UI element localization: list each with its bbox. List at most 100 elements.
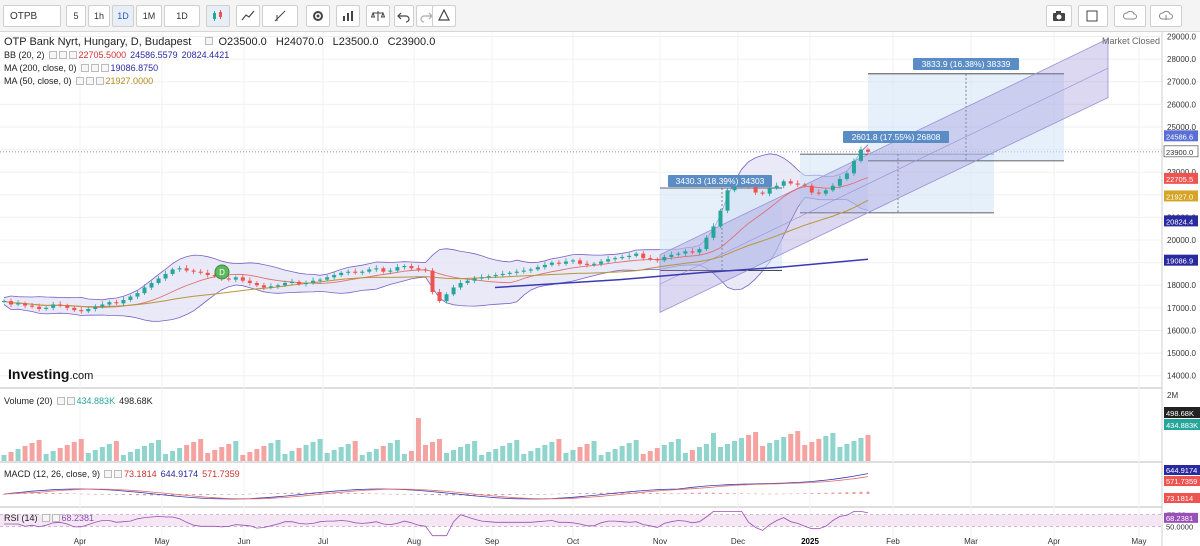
candle-body xyxy=(823,190,828,194)
volume-bar xyxy=(619,446,625,461)
alert-button[interactable] xyxy=(432,5,456,27)
volume-bar xyxy=(732,441,738,461)
macd-hist-value: 73.1814 xyxy=(124,469,157,479)
macd-histogram-bar xyxy=(44,492,48,494)
macd-histogram-bar xyxy=(51,492,55,494)
ma200-remove-button[interactable] xyxy=(100,64,109,72)
candlestick-button[interactable] xyxy=(206,5,230,27)
candle-body xyxy=(107,302,112,305)
time-tick-label: Sep xyxy=(485,537,500,546)
macd-histogram-bar xyxy=(135,494,139,496)
volume-bar xyxy=(830,433,836,461)
macd-histogram-bar xyxy=(2,494,6,495)
cloud-upload-button[interactable] xyxy=(1150,5,1182,27)
interval-1m-button[interactable]: 1M xyxy=(136,5,162,27)
volume-bar xyxy=(675,439,681,461)
macd-hide-button[interactable] xyxy=(114,470,123,478)
volume-bar xyxy=(338,447,344,461)
macd-histogram-bar xyxy=(620,492,624,494)
rsi-settings-button[interactable] xyxy=(41,514,50,522)
trend-channel-mid xyxy=(659,67,1109,285)
price-label-bg xyxy=(1164,130,1198,142)
interval-5-button[interactable]: 5 xyxy=(66,5,86,27)
candle-body xyxy=(37,306,42,309)
candle-body xyxy=(493,275,498,277)
candle-body xyxy=(613,258,618,260)
ma50-remove-button[interactable] xyxy=(95,77,104,85)
macd-settings-button[interactable] xyxy=(104,470,113,478)
chart-header: OTP Bank Nyrt, Hungary, D, Budapest O235… xyxy=(4,36,435,48)
candle-body xyxy=(816,192,821,194)
volume-bar xyxy=(844,444,850,461)
rsi-hide-button[interactable] xyxy=(51,514,60,522)
ma200-settings-button[interactable] xyxy=(80,64,89,72)
bar-chart-button[interactable] xyxy=(336,5,360,27)
indicator-button[interactable] xyxy=(236,5,260,27)
volume-bar xyxy=(591,441,597,461)
macd-histogram-bar xyxy=(585,492,589,494)
cloud-download-button[interactable] xyxy=(1114,5,1146,27)
price-label: 21927.0 xyxy=(1166,192,1193,201)
interval-1h-button[interactable]: 1h xyxy=(88,5,110,27)
undo-button[interactable] xyxy=(394,5,414,27)
candle-body xyxy=(100,304,105,307)
dividend-marker[interactable] xyxy=(214,264,230,280)
macd-histogram-bar xyxy=(297,492,301,494)
price-tick-label: 20000.0 xyxy=(1167,236,1196,245)
volume-bar xyxy=(788,434,794,461)
price-chart[interactable]: 14000.015000.016000.017000.018000.019000… xyxy=(0,32,1200,546)
macd-price-label: 571.7359 xyxy=(1166,477,1197,486)
volume-bar xyxy=(36,440,42,461)
volume-bar xyxy=(275,440,281,461)
volume-bar xyxy=(219,447,225,461)
macd-histogram-bar xyxy=(515,494,519,495)
price-label-bg xyxy=(1164,190,1198,202)
ma50-hide-button[interactable] xyxy=(85,77,94,85)
candle-body xyxy=(844,173,849,179)
candle-body xyxy=(606,259,611,262)
screenshot-button[interactable] xyxy=(1046,5,1072,27)
settings-icon xyxy=(313,11,323,21)
interval-1d-button[interactable]: 1D xyxy=(112,5,134,27)
macd-histogram-bar xyxy=(473,494,477,496)
volume-bar xyxy=(774,440,780,461)
dividend-marker-label: D xyxy=(219,268,225,277)
volume-settings-button[interactable] xyxy=(56,397,65,405)
volume-hide-button[interactable] xyxy=(66,397,75,405)
macd-label-bg xyxy=(1164,476,1200,486)
time-axis: Apr May Jun Jul Aug Sep Oct Nov Dec 2025 Feb Mar Apr… xyxy=(74,537,1147,546)
header-toggle-button[interactable] xyxy=(205,37,214,45)
macd-histogram-bar xyxy=(128,494,132,496)
candle-body xyxy=(599,261,604,264)
macd-histogram-bar xyxy=(655,492,659,494)
volume-bar xyxy=(458,447,464,461)
interval-dropdown[interactable]: 1D xyxy=(164,5,200,27)
ma50-settings-button[interactable] xyxy=(75,77,84,85)
layout-button[interactable] xyxy=(1078,5,1108,27)
drawing-tools-button[interactable] xyxy=(262,5,298,27)
volume-bar xyxy=(8,452,14,461)
bb-settings-button[interactable] xyxy=(48,51,57,59)
macd-label: MACD (12, 26, close, 9) xyxy=(4,469,101,479)
macd-histogram-bar xyxy=(395,494,399,495)
price-tick-label: 29000.0 xyxy=(1167,33,1196,42)
macd-histogram-bar xyxy=(557,493,561,495)
ma200-hide-button[interactable] xyxy=(90,64,99,72)
time-tick-label: Feb xyxy=(886,537,900,546)
bb-remove-button[interactable] xyxy=(68,51,77,59)
compare-button[interactable] xyxy=(366,5,390,27)
annotations: D 3430.3 (18.39%) 34303 2601.8 (17.55%) 26… xyxy=(214,58,1019,280)
candle-body xyxy=(704,237,709,250)
symbol-input[interactable]: OTPB xyxy=(3,5,61,27)
candle-body xyxy=(535,267,540,270)
ma50-value: 21927.0000 xyxy=(105,76,154,86)
settings-button[interactable] xyxy=(306,5,330,27)
volume-bar xyxy=(296,448,302,461)
measure-label-3-bg xyxy=(913,58,1019,70)
macd-histogram-bar xyxy=(704,492,708,494)
volume-bar xyxy=(22,446,28,461)
bb-hide-button[interactable] xyxy=(58,51,67,59)
volume-bar xyxy=(437,439,443,461)
macd-line xyxy=(3,473,869,500)
